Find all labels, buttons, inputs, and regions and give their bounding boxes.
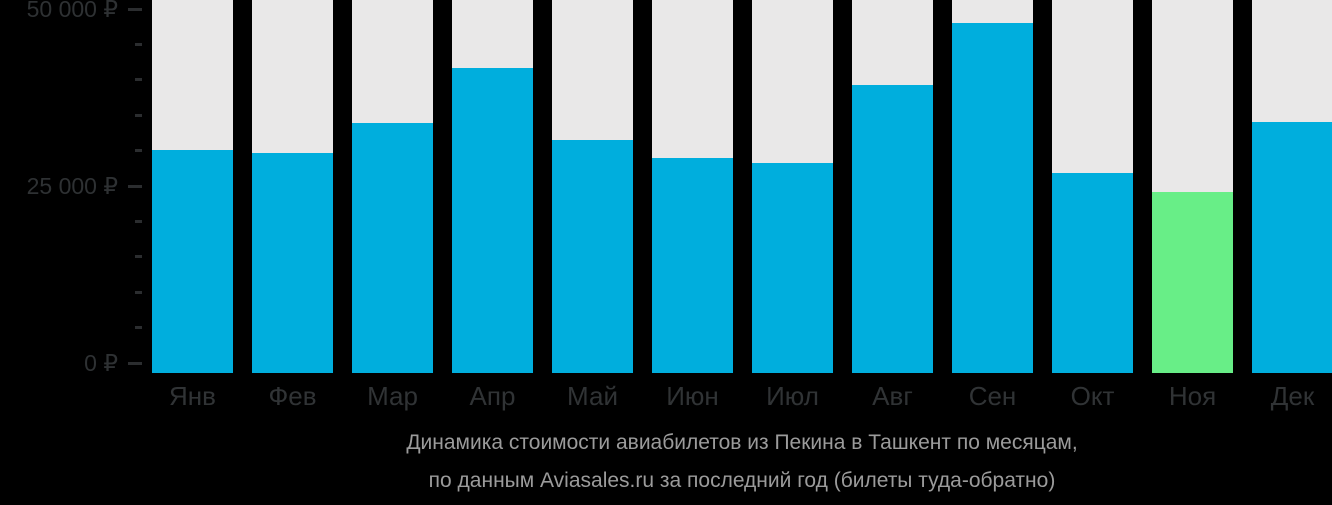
month-label: Янв [169, 381, 216, 411]
bar-column: Дек [1252, 0, 1332, 502]
major-tick-mark [128, 184, 142, 188]
price-bar[interactable] [1052, 173, 1133, 373]
major-tick-mark [128, 361, 142, 365]
bar-column: Май [552, 0, 633, 502]
price-bar[interactable] [352, 123, 433, 373]
month-label: Ноя [1168, 381, 1217, 411]
month-label: Окт [1070, 381, 1115, 411]
bar-column: Ноя [1152, 0, 1233, 502]
bar-column: Фев [252, 0, 333, 502]
bar-column: Янв [152, 0, 233, 502]
bar-column: Авг [852, 0, 933, 502]
major-tick-mark [128, 7, 142, 11]
price-bar[interactable] [852, 85, 933, 373]
y-axis-label: 25 000 ₽ [26, 173, 118, 199]
chart-title: Динамика стоимости авиабилетов из Пекина… [406, 431, 1078, 454]
month-label: Мар [367, 381, 418, 411]
price-bar[interactable] [652, 158, 733, 373]
price-bar[interactable] [152, 149, 233, 373]
bar-column: Июн [652, 0, 733, 502]
bar-column: Мар [352, 0, 433, 502]
price-bar[interactable] [752, 162, 833, 373]
minor-tick-mark [135, 255, 142, 259]
minor-tick-mark [135, 113, 142, 117]
minor-tick-mark [135, 326, 142, 330]
price-bar[interactable] [952, 23, 1033, 373]
chart-subtitle: по данным Aviasales.ru за последний год … [428, 469, 1056, 492]
month-label: Сен [968, 381, 1017, 411]
price-bar-highlighted[interactable] [1152, 191, 1233, 373]
y-axis-label: 0 ₽ [84, 350, 118, 376]
bar-column: Июл [752, 0, 833, 502]
minor-tick-mark [135, 219, 142, 223]
bar-column: Апр [452, 0, 533, 502]
month-label: Май [567, 381, 618, 411]
minor-tick-mark [135, 290, 142, 294]
price-bar[interactable] [1252, 121, 1332, 373]
minor-tick-mark [135, 78, 142, 82]
minor-tick-mark [135, 42, 142, 46]
month-label: Фев [268, 381, 317, 411]
month-label: Авг [872, 381, 913, 411]
price-bar[interactable] [252, 153, 333, 373]
minor-tick-mark [135, 149, 142, 153]
month-label: Дек [1270, 381, 1315, 411]
y-axis-label: 50 000 ₽ [26, 0, 118, 22]
month-label: Июл [766, 381, 819, 411]
price-bar[interactable] [552, 139, 633, 373]
bar-column: Сен [952, 0, 1033, 502]
bar-column: Окт [1052, 0, 1133, 502]
month-label: Апр [469, 381, 516, 411]
chart-caption: Динамика стоимости авиабилетов из Пекина… [152, 429, 1332, 505]
month-label: Июн [666, 381, 719, 411]
price-bar[interactable] [452, 67, 533, 373]
